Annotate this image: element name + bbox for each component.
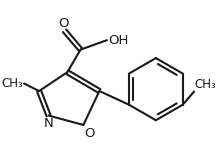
Text: O: O [58, 17, 69, 30]
Text: N: N [44, 117, 53, 130]
Text: CH₃: CH₃ [194, 78, 216, 91]
Text: CH₃: CH₃ [1, 77, 23, 90]
Text: O: O [84, 127, 95, 140]
Text: OH: OH [108, 34, 128, 47]
